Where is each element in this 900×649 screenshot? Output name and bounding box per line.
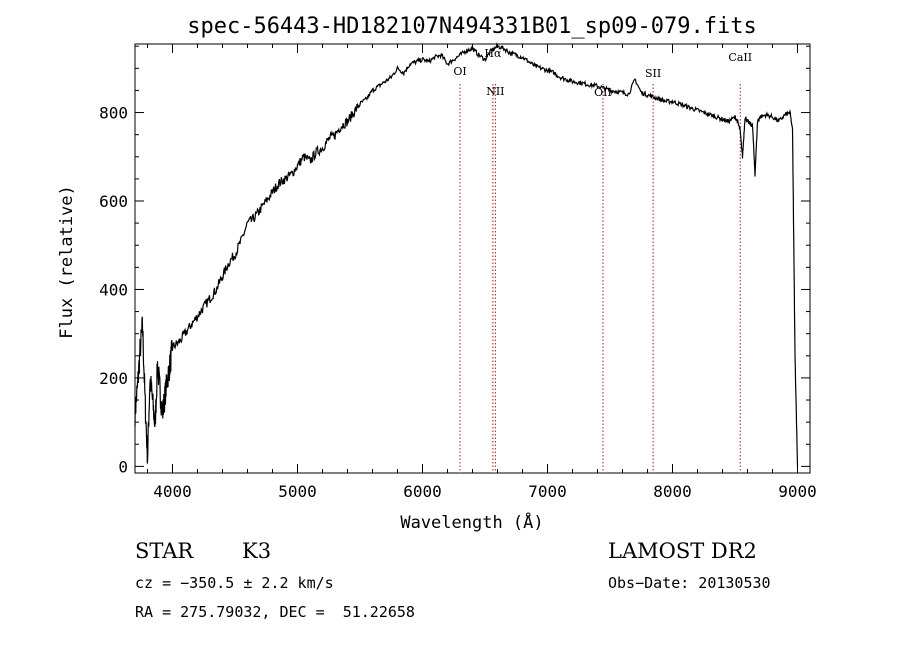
x-tick-label: 6000 [403,482,442,501]
x-tick-label: 7000 [528,482,567,501]
line-marker-label: OII [594,86,612,99]
object-type: STAR [135,539,194,563]
observation-date: Obs−Date: 20130530 [608,574,771,592]
y-axis-label: Flux (relative) [57,185,77,339]
spectrum-line [134,42,799,467]
object-subclass: K3 [242,539,272,563]
x-tick-label: 4000 [153,482,192,501]
line-marker-label: OI [453,65,466,78]
y-tick-label: 600 [99,192,128,211]
y-tick-label: 400 [99,280,128,299]
line-marker-label: NII [486,85,504,98]
coordinates-readout: RA = 275.79032, DEC = 51.22658 [135,603,415,621]
x-axis-label: Wavelength (Å) [400,511,543,533]
x-tick-label: 9000 [778,482,817,501]
plot-axes [134,43,811,474]
x-tick-label: 5000 [278,482,317,501]
survey-name: LAMOST DR2 [608,539,757,563]
line-marker-label: SII [645,67,661,80]
line-marker-label: Hα [484,47,502,60]
y-tick-label: 200 [99,369,128,388]
line-marker-label: CaII [728,51,752,64]
chart-title: spec-56443-HD182107N494331B01_sp09-079.f… [187,14,757,39]
emission-line-markers: OI Hα NII OII SII CaII [453,47,752,473]
plot-frame [134,43,811,474]
x-tick-label: 8000 [653,482,692,501]
velocity-readout: cz = −350.5 ± 2.2 km/s [135,574,334,592]
y-tick-label: 800 [99,104,128,123]
y-tick-label: 0 [118,457,128,476]
axis-ticks: 4000 5000 6000 7000 8000 9000 0 200 400 600 800 [99,44,817,501]
